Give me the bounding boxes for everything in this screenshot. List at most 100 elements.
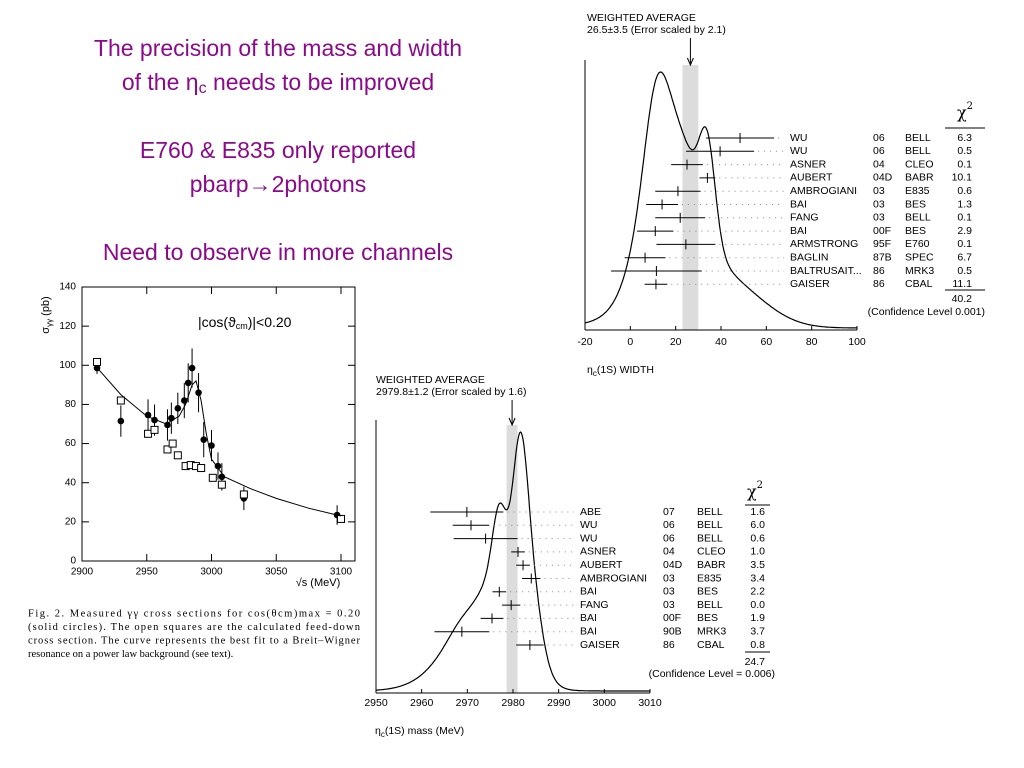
row-chi2: 2.2	[750, 586, 765, 598]
x-tick-label: 2990	[547, 697, 571, 709]
heading: of the ηc needs to be improved	[122, 69, 434, 97]
heading-part: of the η	[122, 69, 199, 95]
row-collab: CBAL	[905, 278, 933, 290]
row-name: WU	[790, 132, 808, 144]
chi2-header: χ2	[957, 101, 973, 122]
row-chi2: 0.8	[750, 639, 765, 651]
y-tick-label: 80	[65, 399, 77, 410]
row-chi2: 0.6	[750, 532, 765, 544]
row-chi2: 3.7	[750, 625, 765, 637]
row-year: 06	[873, 132, 885, 144]
x-tick-label: 3000	[200, 567, 223, 578]
row-collab: BABR	[697, 559, 726, 571]
annotation-part: |cos(ϑ	[198, 314, 236, 330]
chi2-sup: 2	[967, 101, 973, 112]
x-axis-label-part: c	[593, 369, 597, 378]
row-chi2: 0.1	[957, 158, 972, 170]
x-axis-label-part: c	[381, 730, 385, 739]
row-collab: BELL	[697, 519, 723, 531]
row-collab: BES	[905, 225, 926, 237]
row-year: 95F	[873, 238, 891, 250]
row-collab: BELL	[697, 532, 723, 544]
row-collab: BELL	[905, 212, 931, 224]
row-chi2: 0.5	[957, 145, 972, 157]
y-axis-label-part: (pb)	[40, 296, 52, 319]
x-tick-label: 3000	[593, 697, 617, 709]
row-name: BAI	[580, 625, 597, 637]
heading: The precision of the mass and width	[94, 35, 462, 61]
chi2-total: 24.7	[745, 656, 766, 668]
row-chi2: 3.4	[750, 572, 765, 584]
y-tick-label: 140	[59, 282, 76, 293]
heading: Need to observe in more channels	[103, 239, 453, 265]
row-collab: BABR	[905, 172, 934, 184]
title: WEIGHTED AVERAGE	[587, 12, 696, 24]
chi2-symbol: χ	[957, 103, 967, 122]
row-chi2: 1.6	[750, 506, 765, 518]
x-tick-label: 2900	[71, 567, 94, 578]
average-label: 26.5±3.5 (Error scaled by 2.1)	[587, 24, 726, 36]
ideogram-curve	[375, 431, 650, 692]
row-chi2: 1.0	[750, 546, 765, 558]
x-tick-label: 20	[670, 336, 682, 348]
row-name: BAGLIN	[790, 251, 829, 263]
row-year: 03	[663, 572, 675, 584]
row-name: GAISER	[580, 639, 620, 651]
ideogram-curve	[584, 71, 857, 329]
row-name: WU	[580, 532, 598, 544]
plot-frame	[81, 286, 356, 562]
row-name: AUBERT	[790, 172, 833, 184]
row-year: 04D	[873, 172, 893, 184]
data-point	[173, 451, 182, 460]
row-chi2: 10.1	[952, 172, 973, 184]
y-tick-label: 20	[65, 516, 77, 527]
row-year: 00F	[663, 612, 681, 624]
arrow-head	[686, 57, 694, 67]
x-axis-label-part: η	[587, 364, 593, 376]
x-tick-label: 3050	[265, 567, 288, 578]
row-chi2: 1.3	[957, 198, 972, 210]
y-tick-label: 60	[65, 438, 77, 449]
x-tick-label: 0	[627, 336, 633, 348]
annotation-part: )|<0.20	[248, 314, 292, 330]
row-name: AMBROGIANI	[790, 185, 857, 197]
heading-part: needs to be improved	[207, 69, 435, 95]
row-chi2: 2.9	[957, 225, 972, 237]
row-name: ASNER	[790, 158, 827, 170]
data-point	[144, 429, 153, 438]
row-chi2: 0.0	[750, 599, 765, 611]
annotation: |cos(ϑcm)|<0.20	[198, 314, 292, 332]
data-point	[200, 436, 208, 443]
row-year: 04D	[663, 559, 683, 571]
caption-line: (solid circles). The open squares are th…	[28, 622, 361, 633]
data-point	[174, 405, 182, 412]
caption-line: cross section. The curve represents the …	[28, 635, 360, 646]
row-year: 86	[873, 265, 885, 277]
x-tick-label: -20	[577, 336, 592, 348]
data-point	[217, 480, 226, 489]
row-name: BAI	[790, 225, 807, 237]
y-tick-label: 40	[65, 477, 77, 488]
chi2-sup: 2	[757, 480, 763, 491]
row-year: 00F	[873, 225, 891, 237]
row-chi2: 3.5	[750, 559, 765, 571]
title: WEIGHTED AVERAGE	[376, 374, 485, 386]
data-point	[168, 439, 177, 448]
x-axis-label: √s (MeV)	[296, 577, 341, 589]
x-tick-label: 2960	[410, 697, 434, 709]
x-axis-label: ηc(1S) WIDTH	[587, 364, 654, 378]
arrow-head	[508, 417, 516, 427]
average-label: 2979.8±1.2 (Error scaled by 1.6)	[376, 386, 527, 398]
row-year: 06	[663, 532, 675, 544]
data-point	[239, 490, 248, 499]
row-name: WU	[580, 519, 598, 531]
fit-curve	[94, 364, 342, 517]
row-collab: E835	[697, 572, 722, 584]
row-year: 03	[873, 212, 885, 224]
row-collab: CBAL	[697, 639, 725, 651]
x-tick-label: 2980	[501, 697, 525, 709]
heading-sub: c	[199, 80, 207, 97]
y-axis-label-part: γγ	[45, 319, 54, 327]
row-year: 06	[873, 145, 885, 157]
